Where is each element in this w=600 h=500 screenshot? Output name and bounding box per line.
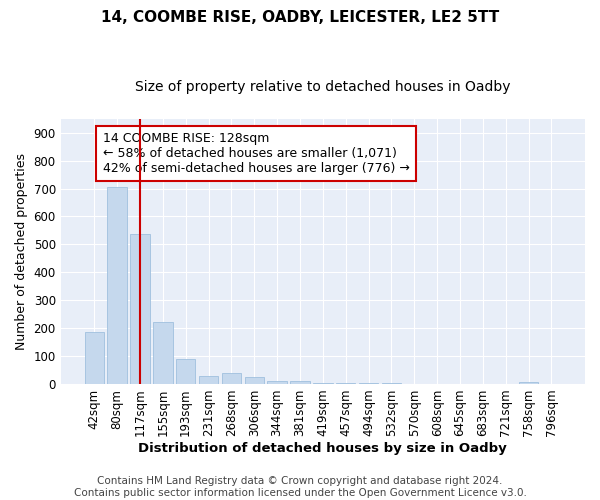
Bar [221,373,241,384]
Bar [290,381,310,384]
Bar [199,376,218,384]
Bar [268,380,287,384]
Y-axis label: Number of detached properties: Number of detached properties [15,153,28,350]
Text: 14, COOMBE RISE, OADBY, LEICESTER, LE2 5TT: 14, COOMBE RISE, OADBY, LEICESTER, LE2 5… [101,10,499,25]
Bar [85,332,104,384]
Text: 14 COOMBE RISE: 128sqm
← 58% of detached houses are smaller (1,071)
42% of semi-: 14 COOMBE RISE: 128sqm ← 58% of detached… [103,132,409,175]
Bar [519,382,538,384]
Bar [245,377,264,384]
Title: Size of property relative to detached houses in Oadby: Size of property relative to detached ho… [135,80,511,94]
Bar [130,234,149,384]
Bar [153,322,173,384]
Bar [313,382,332,384]
Bar [359,383,378,384]
Bar [176,360,196,384]
Bar [336,382,355,384]
X-axis label: Distribution of detached houses by size in Oadby: Distribution of detached houses by size … [139,442,507,455]
Bar [107,187,127,384]
Text: Contains HM Land Registry data © Crown copyright and database right 2024.
Contai: Contains HM Land Registry data © Crown c… [74,476,526,498]
